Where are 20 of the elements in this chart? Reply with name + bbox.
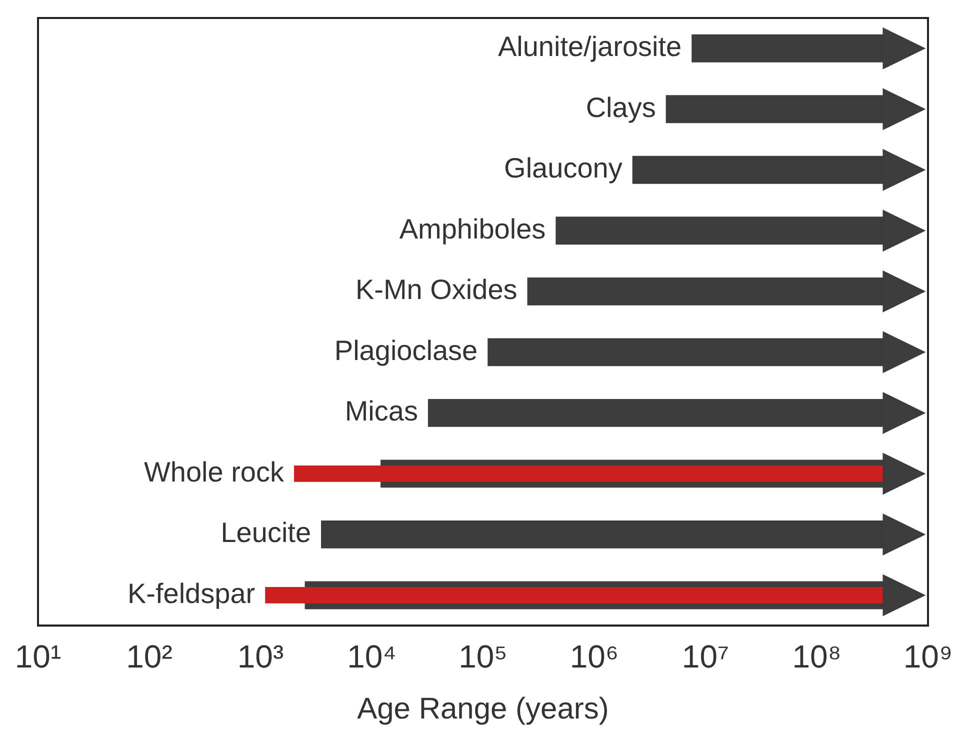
x-tick-label: 10⁹ <box>903 638 953 675</box>
y-tick-label: Whole rock <box>144 456 285 488</box>
x-tick-label: 10⁵ <box>458 638 508 675</box>
y-tick-label: K-Mn Oxides <box>355 274 518 306</box>
x-tick-label: 10⁸ <box>792 638 842 675</box>
y-tick-label: Alunite/jarosite <box>498 31 682 62</box>
x-tick-label: 10⁶ <box>570 638 619 675</box>
x-tick-label: 10² <box>126 638 173 675</box>
x-tick-label: 10⁷ <box>682 638 730 675</box>
y-tick-label: Amphiboles <box>399 213 546 244</box>
y-tick-label: Glaucony <box>504 152 622 184</box>
x-tick-label: 10⁴ <box>347 638 396 675</box>
y-tick-label: Leucite <box>220 517 312 548</box>
y-tick-label: Clays <box>586 92 656 123</box>
x-axis-title: Age Range (years) <box>357 692 609 726</box>
y-tick-label: K-feldspar <box>127 578 256 609</box>
y-tick-label: Micas <box>344 396 418 427</box>
x-tick-label: 10³ <box>237 638 284 675</box>
x-tick-label: 10¹ <box>14 638 62 675</box>
y-tick-label: Plagioclase <box>334 334 478 366</box>
